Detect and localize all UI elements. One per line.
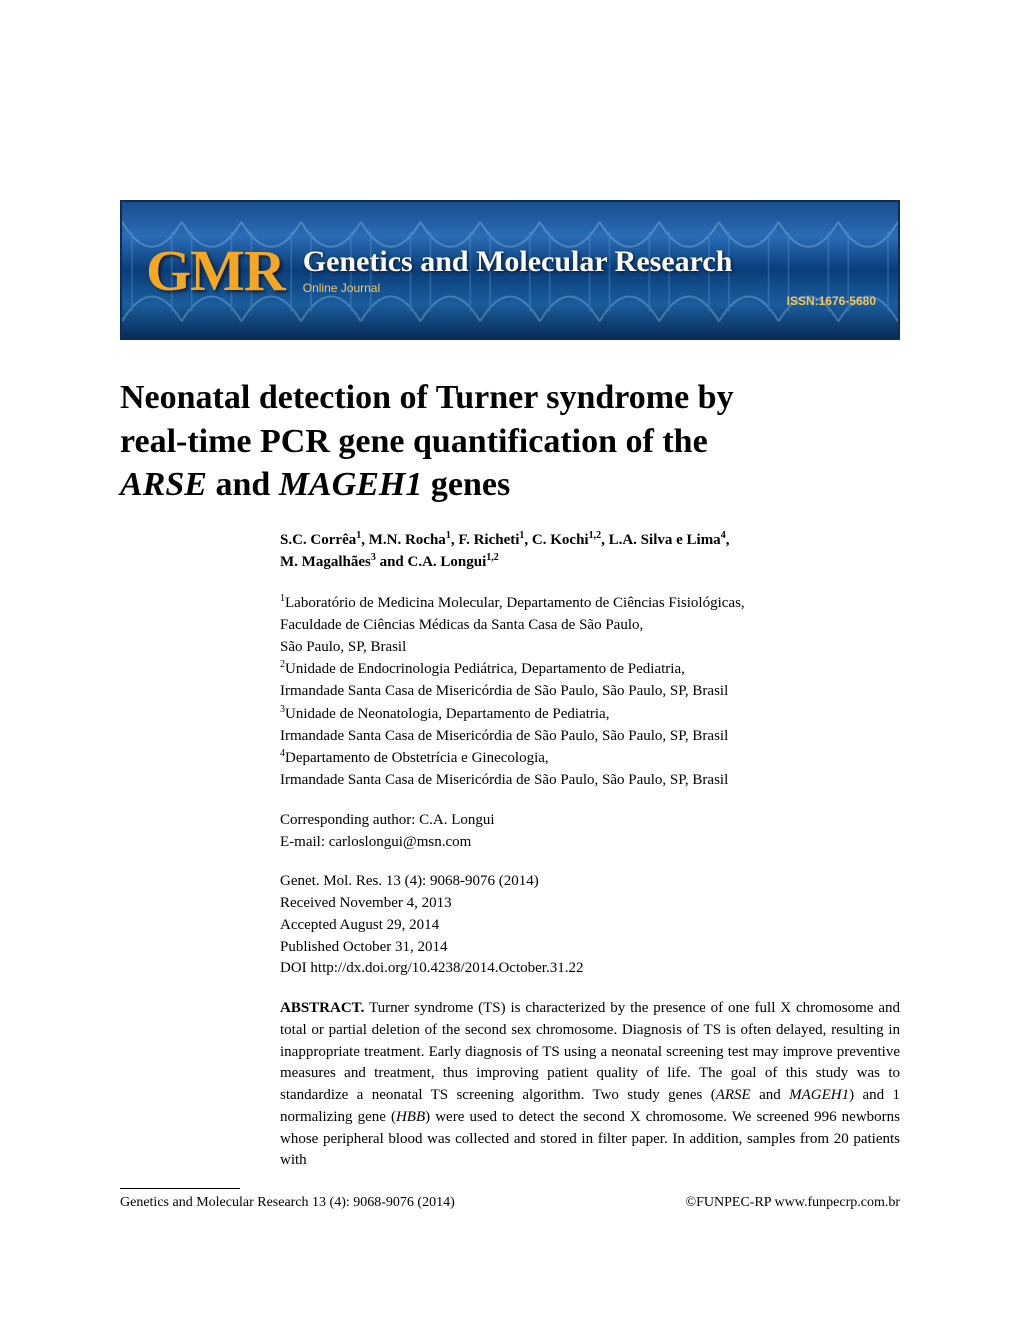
title-line-1: Neonatal detection of Turner syndrome by [120,379,734,416]
author-5: L.A. Silva e Lima [609,532,721,548]
author-6-aff: 3 [371,552,376,563]
aff-1-b: Faculdade de Ciências Médicas da Santa C… [280,617,643,633]
footer-rule [120,1188,240,1189]
article-title: Neonatal detection of Turner syndrome by… [120,376,900,507]
page-footer: Genetics and Molecular Research 13 (4): … [120,1195,900,1211]
author-1-aff: 1 [356,530,361,541]
aff-4-b: Irmandade Santa Casa de Misericórdia de … [280,772,728,788]
footer-left: Genetics and Molecular Research 13 (4): … [120,1195,455,1211]
aff-1-a: Laboratório de Medicina Molecular, Depar… [285,595,745,611]
affiliation-list: 1Laboratório de Medicina Molecular, Depa… [280,592,900,792]
journal-title: Genetics and Molecular Research [303,245,733,279]
author-3-aff: 1 [519,530,524,541]
publication-info: Genet. Mol. Res. 13 (4): 9068-9076 (2014… [280,871,900,980]
author-7: C.A. Longui [408,554,487,570]
title-genes: genes [422,466,510,503]
author-2-aff: 1 [446,530,451,541]
abstract-gene-1: ARSE [716,1087,751,1103]
accepted-date: Accepted August 29, 2014 [280,917,439,933]
doi: DOI http://dx.doi.org/10.4238/2014.Octob… [280,960,583,976]
author-2: M.N. Rocha [369,532,446,548]
correspond-name: Corresponding author: C.A. Longui [280,812,495,828]
author-4: C. Kochi [532,532,589,548]
title-gene-1: ARSE [120,466,207,503]
journal-banner: GMR Genetics and Molecular Research Onli… [120,200,900,340]
title-and: and [207,466,279,503]
published-date: Published October 31, 2014 [280,939,447,955]
gmr-logo: GMR [146,237,285,304]
aff-2-b: Irmandade Santa Casa de Misericórdia de … [280,683,728,699]
author-1: S.C. Corrêa [280,532,356,548]
abstract: ABSTRACT. Turner syndrome (TS) is charac… [280,998,900,1172]
abstract-heading: ABSTRACT. [280,1000,364,1016]
received-date: Received November 4, 2013 [280,895,452,911]
correspond-email: E-mail: carloslongui@msn.com [280,834,471,850]
title-gene-2: MAGEH1 [279,466,423,503]
abstract-gene-2: MAGEH1 [789,1087,849,1103]
aff-3-b: Irmandade Santa Casa de Misericórdia de … [280,728,728,744]
citation: Genet. Mol. Res. 13 (4): 9068-9076 (2014… [280,873,539,889]
aff-2-a: Unidade de Endocrinologia Pediátrica, De… [285,661,685,677]
author-5-aff: 4 [721,530,726,541]
author-6: M. Magalhães [280,554,371,570]
journal-subtitle: Online Journal [303,281,733,295]
footer-right: ©FUNPEC-RP www.funpecrp.com.br [685,1195,900,1211]
abstract-text-2: and [751,1087,789,1103]
aff-4-a: Departamento de Obstetrícia e Ginecologi… [285,750,549,766]
author-4-aff: 1,2 [589,530,602,541]
author-7-aff: 1,2 [486,552,499,563]
author-list: S.C. Corrêa1, M.N. Rocha1, F. Richeti1, … [280,529,900,575]
corresponding-author: Corresponding author: C.A. Longui E-mail… [280,810,900,854]
abstract-gene-3: HBB [396,1109,425,1125]
aff-3-a: Unidade de Neonatologia, Departamento de… [285,706,609,722]
aff-1-c: São Paulo, SP, Brasil [280,639,406,655]
issn-label: ISSN:1676-5680 [787,294,876,308]
author-3: F. Richeti [458,532,519,548]
title-line-2: real-time PCR gene quantification of the [120,423,708,460]
